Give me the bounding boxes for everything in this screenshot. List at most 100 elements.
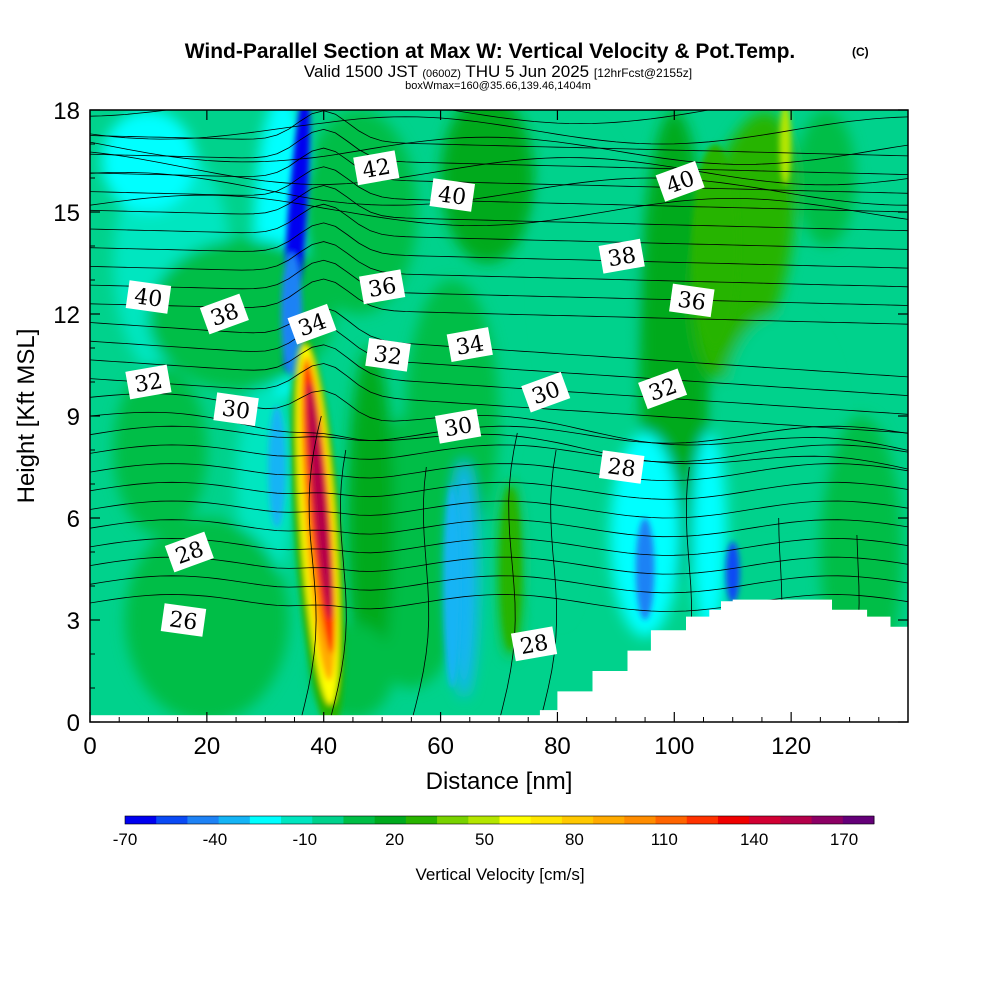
isentrope-line bbox=[90, 116, 908, 145]
colorbar-swatch bbox=[156, 816, 188, 824]
y-tick-label: 0 bbox=[67, 710, 80, 737]
colorbar-tick-label: 140 bbox=[740, 830, 768, 849]
isentrope-label: 32 bbox=[125, 364, 172, 400]
isentrope-label: 30 bbox=[213, 392, 259, 426]
isentrope-line bbox=[90, 147, 908, 194]
isentrope-label-box bbox=[199, 293, 249, 335]
isentrope-label: 36 bbox=[669, 283, 715, 318]
isentrope-label: 40 bbox=[125, 280, 172, 314]
isentrope-line bbox=[90, 171, 908, 206]
x-tick-label: 100 bbox=[654, 733, 694, 760]
colorbar-swatch bbox=[686, 816, 719, 824]
x-tick-label: 20 bbox=[194, 733, 221, 760]
box-info: boxWmax=160@35.66,139.46,1404m bbox=[405, 80, 591, 92]
y-tick-label: 3 bbox=[67, 608, 80, 635]
isentrope-label: 30 bbox=[434, 408, 482, 444]
colorbar-swatch bbox=[125, 816, 157, 824]
isentrope-label-text: 38 bbox=[606, 243, 638, 272]
isentrope-line bbox=[90, 151, 908, 186]
colorbar-tick-label: 50 bbox=[475, 830, 494, 849]
velocity-core bbox=[779, 110, 792, 185]
isentrope-line bbox=[90, 444, 908, 463]
colorbar-tick-label: -70 bbox=[113, 830, 138, 849]
isentrope-label-box bbox=[287, 303, 337, 345]
isentrope-line bbox=[90, 519, 908, 538]
isentrope-label: 26 bbox=[160, 603, 207, 637]
isentropes bbox=[90, 110, 908, 722]
colorbar-swatch bbox=[811, 816, 844, 824]
isentrope-label-box bbox=[164, 531, 214, 573]
isentrope-label-text: 30 bbox=[442, 413, 474, 442]
isentrope-line bbox=[90, 556, 908, 575]
forecast-info: [12hrFcst@2155z] bbox=[594, 66, 692, 80]
isentrope-label-box bbox=[434, 408, 482, 444]
isentrope-label-text: 32 bbox=[133, 369, 165, 398]
isentrope-label-box bbox=[160, 603, 207, 637]
isentrope-label: 38 bbox=[598, 238, 645, 274]
isentrope-line bbox=[539, 449, 558, 722]
isentrope-line bbox=[90, 575, 908, 594]
velocity-core bbox=[444, 484, 461, 688]
isentrope-label: 30 bbox=[521, 371, 571, 413]
isentrope-label: 36 bbox=[359, 269, 406, 305]
isentrope-label-box bbox=[598, 450, 645, 484]
isentrope-label: 34 bbox=[287, 303, 337, 345]
colorbar-swatch bbox=[468, 816, 500, 824]
isentrope-line bbox=[90, 128, 908, 175]
isentrope-label-box bbox=[125, 280, 172, 314]
colorbar-tick-label: 170 bbox=[830, 830, 858, 849]
velocity-region bbox=[721, 314, 838, 518]
isentrope-label: 42 bbox=[353, 150, 400, 186]
colorbar-swatch bbox=[218, 816, 251, 824]
isentrope-line bbox=[90, 537, 908, 556]
colorbar-tick-label: 20 bbox=[385, 830, 404, 849]
colorbar-swatch bbox=[187, 816, 220, 824]
isentrope-label-text: 34 bbox=[454, 331, 486, 360]
isentrope-label-text: 30 bbox=[220, 396, 251, 425]
colorbar-swatch bbox=[717, 816, 750, 824]
isentrope-label-text: 42 bbox=[361, 155, 393, 184]
isentrope-line bbox=[90, 185, 908, 232]
isentrope-label-text: 36 bbox=[676, 288, 707, 317]
isentrope-line bbox=[90, 222, 908, 269]
isentrope-label: 34 bbox=[446, 327, 493, 363]
colorbar-swatch bbox=[561, 816, 594, 824]
isentrope-line bbox=[90, 306, 908, 378]
isentrope-label: 28 bbox=[510, 626, 558, 662]
isentrope-label: 28 bbox=[598, 450, 645, 484]
isentrope-label-text: 40 bbox=[436, 182, 467, 211]
isentrope-line bbox=[90, 241, 908, 288]
isentrope-line bbox=[90, 110, 908, 157]
isentrope-label-box bbox=[125, 364, 172, 400]
isentrope-label-box bbox=[510, 626, 558, 662]
isentrope-label-box bbox=[638, 368, 688, 410]
velocity-region bbox=[347, 348, 394, 688]
isentrope-line bbox=[90, 194, 908, 227]
isentrope-line bbox=[329, 449, 347, 722]
isentrope-label-box bbox=[655, 161, 705, 202]
isentrope-label-text: 32 bbox=[372, 342, 403, 371]
colorbar-tick-label: 110 bbox=[651, 830, 678, 849]
copyright-mark: (C) bbox=[852, 45, 869, 59]
isentrope-line bbox=[90, 481, 908, 500]
isentrope-line bbox=[90, 363, 908, 434]
colorbar-swatch bbox=[842, 816, 875, 824]
isentrope-label-text: 26 bbox=[168, 607, 199, 636]
isentrope-label-text: 40 bbox=[133, 284, 164, 313]
colorbar-swatch bbox=[499, 816, 532, 824]
isentrope-label-text: 28 bbox=[518, 631, 550, 660]
y-axis-label: Height [Kft MSL] bbox=[13, 329, 40, 504]
isentrope-label: 40 bbox=[429, 178, 476, 212]
colorbar-swatch bbox=[343, 816, 376, 824]
colorbar-swatch bbox=[749, 816, 781, 824]
isentrope-label-box bbox=[359, 269, 406, 305]
isentrope-label: 38 bbox=[199, 293, 249, 335]
colorbar-swatch bbox=[437, 816, 469, 824]
valid-time-line: Valid 1500 JST (0600Z) THU 5 Jun 2025 [1… bbox=[304, 62, 692, 81]
isentrope-line bbox=[299, 415, 322, 722]
colorbar-swatch bbox=[530, 816, 563, 824]
